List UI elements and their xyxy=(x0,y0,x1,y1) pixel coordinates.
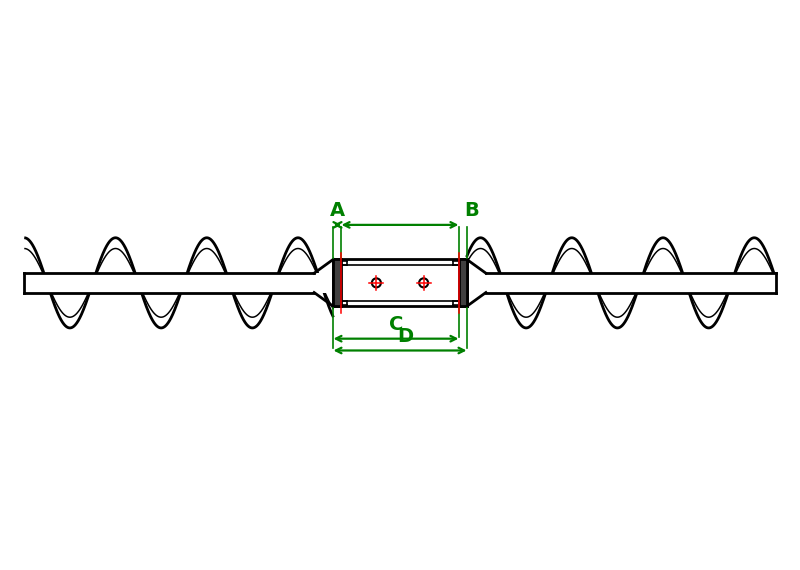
Text: A: A xyxy=(330,201,345,220)
Text: C: C xyxy=(389,315,403,335)
Bar xyxy=(334,259,466,307)
Bar xyxy=(458,259,466,307)
Text: D: D xyxy=(398,327,414,346)
Text: B: B xyxy=(464,201,478,220)
Bar xyxy=(24,273,776,292)
Bar xyxy=(334,259,342,307)
